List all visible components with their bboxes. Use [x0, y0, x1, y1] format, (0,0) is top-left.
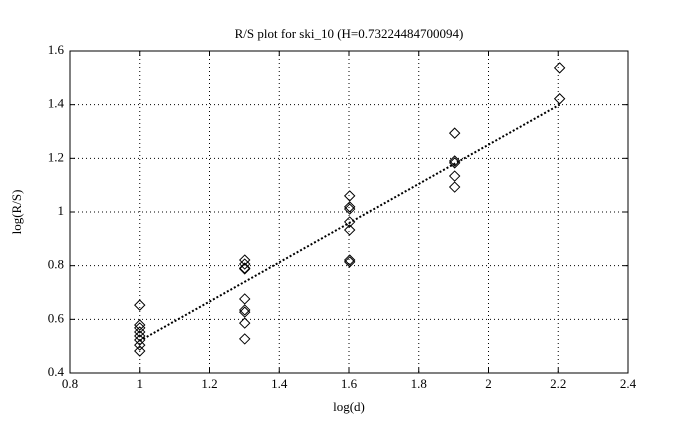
data-point — [343, 190, 356, 202]
data-point — [343, 203, 356, 215]
data-point — [239, 317, 251, 329]
y-axis-label: log(R/S) — [9, 190, 24, 235]
x-tick-label: 2.4 — [620, 376, 637, 391]
plot-frame — [69, 50, 629, 374]
data-point — [239, 293, 251, 305]
y-tick-label: 1.2 — [48, 149, 64, 164]
x-tick-label: 1.4 — [271, 376, 288, 391]
data-point — [134, 322, 146, 334]
y-tick-label: 0.4 — [48, 364, 65, 379]
data-point — [553, 93, 566, 105]
data-point — [343, 224, 356, 236]
data-point — [239, 304, 251, 316]
data-point — [134, 299, 146, 311]
x-tick-label: 2 — [485, 376, 492, 391]
data-point — [134, 319, 146, 331]
x-tick-label: 1.8 — [411, 376, 427, 391]
x-tick-label: 2.2 — [550, 376, 566, 391]
data-point — [343, 254, 356, 266]
y-tick-label: 0.8 — [48, 257, 64, 272]
data-point — [239, 306, 251, 318]
data-point — [343, 256, 356, 268]
y-tick-label: 1 — [58, 203, 65, 218]
x-tick-label: 1 — [137, 376, 144, 391]
x-tick-label: 0.8 — [62, 376, 78, 391]
y-tick-label: 0.6 — [48, 310, 65, 325]
x-tick-label: 1.2 — [201, 376, 217, 391]
data-point — [343, 201, 356, 213]
data-point — [239, 254, 251, 266]
data-point — [134, 330, 146, 342]
data-point — [239, 263, 251, 275]
data-point — [448, 181, 461, 193]
data-point — [239, 333, 251, 345]
data-point — [448, 127, 461, 139]
chart-title: R/S plot for ski_10 (H=0.73224484700094) — [235, 26, 464, 41]
data-point — [448, 170, 461, 182]
y-tick-label: 1.6 — [48, 42, 65, 57]
data-point — [134, 345, 146, 357]
data-point — [448, 155, 461, 167]
data-point — [553, 62, 566, 74]
data-point — [239, 262, 251, 274]
data-point — [134, 339, 146, 351]
y-tick-label: 1.4 — [48, 96, 65, 111]
data-point — [239, 258, 251, 270]
x-tick-label: 1.6 — [341, 376, 358, 391]
x-axis-label: log(d) — [333, 399, 365, 414]
fit-line — [139, 103, 561, 342]
data-point — [134, 326, 146, 338]
